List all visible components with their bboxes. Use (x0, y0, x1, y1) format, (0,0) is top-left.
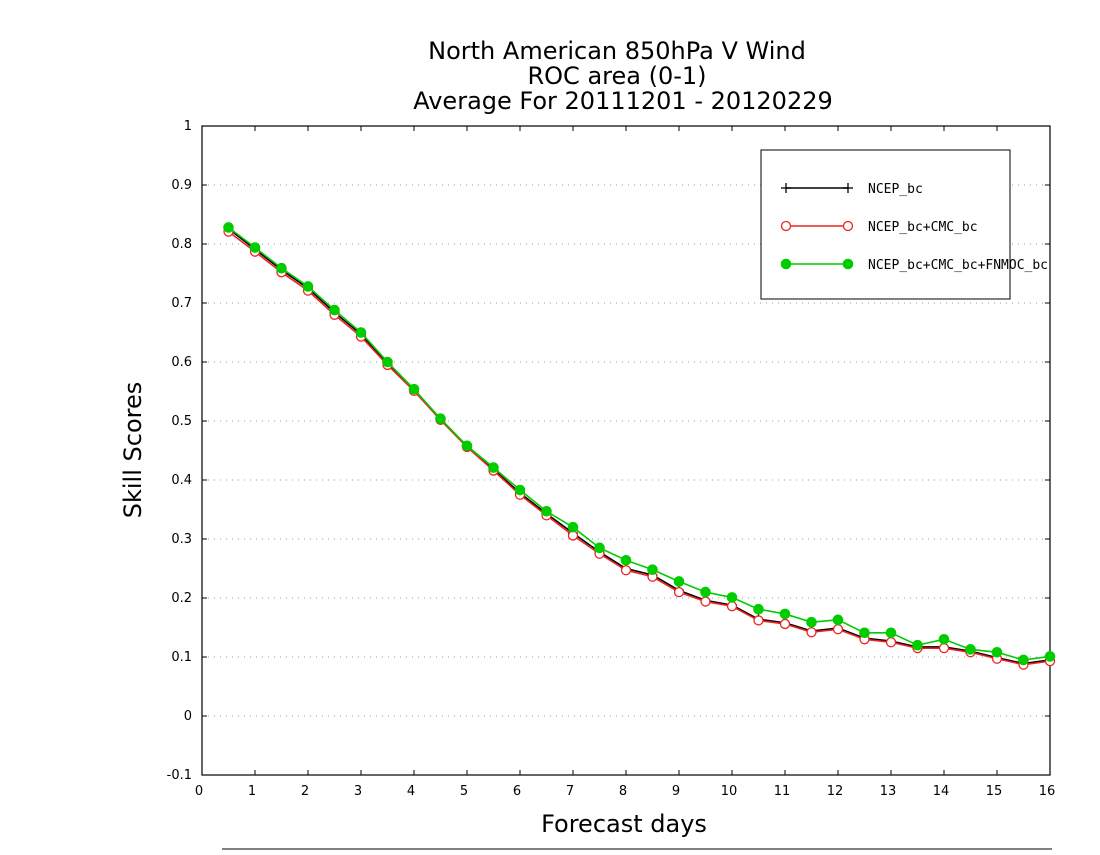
legend-marker-end-0 (843, 183, 853, 193)
y-tick-label: 0.6 (171, 355, 192, 370)
legend-label-2: NCEP_bc+CMC_bc+FNMOC_bc (868, 258, 1048, 273)
data-point-series-1 (700, 596, 711, 607)
x-axis-label: Forecast days (541, 810, 707, 838)
chart-title-line-2: ROC area (0-1) (527, 62, 706, 90)
legend-marker-start-2 (780, 258, 792, 270)
y-tick-label: 0.7 (171, 296, 192, 311)
data-point-series-1 (779, 618, 791, 630)
chart-title-line-1: North American 850hPa V Wind (428, 37, 806, 65)
data-point-series-2 (938, 634, 950, 645)
legend: NCEP_bc NCEP_bc+CMC_bc NCEP_bc+CMC_bc+FNMO… (760, 149, 1048, 300)
y-tick-label: 0.4 (171, 473, 192, 488)
y-tick-label: 0.9 (171, 178, 192, 193)
y-tick-label: -0.1 (167, 768, 192, 783)
data-point-series-2 (541, 505, 552, 517)
legend-marker-end-1 (842, 220, 854, 232)
data-point-series-2 (965, 644, 976, 655)
x-tick-label: 8 (619, 784, 627, 799)
data-point-series-2 (276, 262, 287, 274)
x-tick-label: 7 (566, 784, 574, 799)
data-point-series-1 (832, 624, 844, 635)
data-point-series-1 (753, 615, 764, 626)
data-point-series-2 (912, 639, 923, 651)
x-tick-label: 12 (827, 784, 844, 799)
data-point-series-1 (938, 643, 950, 654)
data-point-series-1 (673, 586, 685, 598)
data-point-series-2 (753, 603, 764, 615)
x-tick-label: 4 (407, 784, 415, 799)
data-point-series-2 (382, 356, 393, 368)
data-point-series-2 (1018, 654, 1029, 666)
x-tick-label: 13 (880, 784, 897, 799)
data-point-series-2 (461, 440, 473, 452)
data-point-series-1 (726, 601, 738, 612)
legend-label-0: NCEP_bc (868, 182, 923, 197)
y-tick-label: 0.8 (171, 237, 192, 252)
data-point-series-2 (408, 383, 420, 395)
x-tick-label: 1 (248, 784, 256, 799)
x-tick-label: 11 (774, 784, 791, 799)
data-point-series-2 (885, 627, 897, 639)
data-point-series-1 (885, 637, 897, 648)
y-tick-label: 0 (184, 709, 192, 724)
x-tick-label: 5 (460, 784, 468, 799)
data-point-series-2 (223, 222, 234, 233)
data-point-series-2 (355, 327, 367, 338)
data-point-series-2 (302, 281, 314, 292)
y-tick-label: 0.5 (171, 414, 192, 429)
x-tick-label: 15 (986, 784, 1003, 799)
x-tick-label: 9 (672, 784, 680, 799)
legend-marker-end-2 (842, 258, 854, 270)
data-point-series-2 (832, 614, 844, 626)
data-point-series-2 (514, 484, 526, 496)
data-point-series-2 (726, 592, 738, 603)
data-point-series-2 (329, 304, 340, 316)
data-point-series-2 (1044, 651, 1056, 662)
x-tick-label: 6 (513, 784, 521, 799)
legend-marker-start-0 (781, 183, 791, 193)
data-point-series-2 (806, 616, 817, 628)
data-point-series-2 (435, 413, 446, 424)
data-point-series-2 (779, 608, 791, 620)
data-point-series-1 (806, 627, 817, 638)
y-tick-label: 0.1 (171, 650, 192, 665)
legend-box (760, 149, 1011, 300)
data-point-series-2 (249, 242, 261, 253)
data-point-series-2 (488, 462, 499, 473)
x-tick-label: 2 (301, 784, 309, 799)
data-point-series-2 (594, 542, 605, 554)
y-axis-label: Skill Scores (119, 382, 147, 519)
x-tick-label: 0 (195, 784, 203, 799)
y-tick-label: 0.3 (171, 532, 192, 547)
legend-label-1: NCEP_bc+CMC_bc (868, 220, 978, 235)
x-tick-label: 10 (721, 784, 738, 799)
x-tick-label: 14 (933, 784, 950, 799)
data-point-series-2 (859, 627, 870, 639)
chart-title-line-3: Average For 20111201 - 20120229 (413, 87, 833, 115)
data-point-series-1 (620, 565, 632, 576)
y-tick-label: 1 (184, 119, 192, 134)
data-point-series-2 (991, 646, 1003, 658)
data-point-series-2 (673, 576, 685, 587)
data-point-series-2 (567, 521, 579, 533)
x-tick-label: 3 (354, 784, 362, 799)
data-point-series-2 (700, 586, 711, 598)
y-tick-label: 0.2 (171, 591, 192, 606)
x-tick-label: 16 (1039, 784, 1056, 799)
data-point-series-2 (620, 554, 632, 566)
data-point-series-2 (647, 564, 658, 575)
legend-marker-start-1 (780, 220, 792, 232)
